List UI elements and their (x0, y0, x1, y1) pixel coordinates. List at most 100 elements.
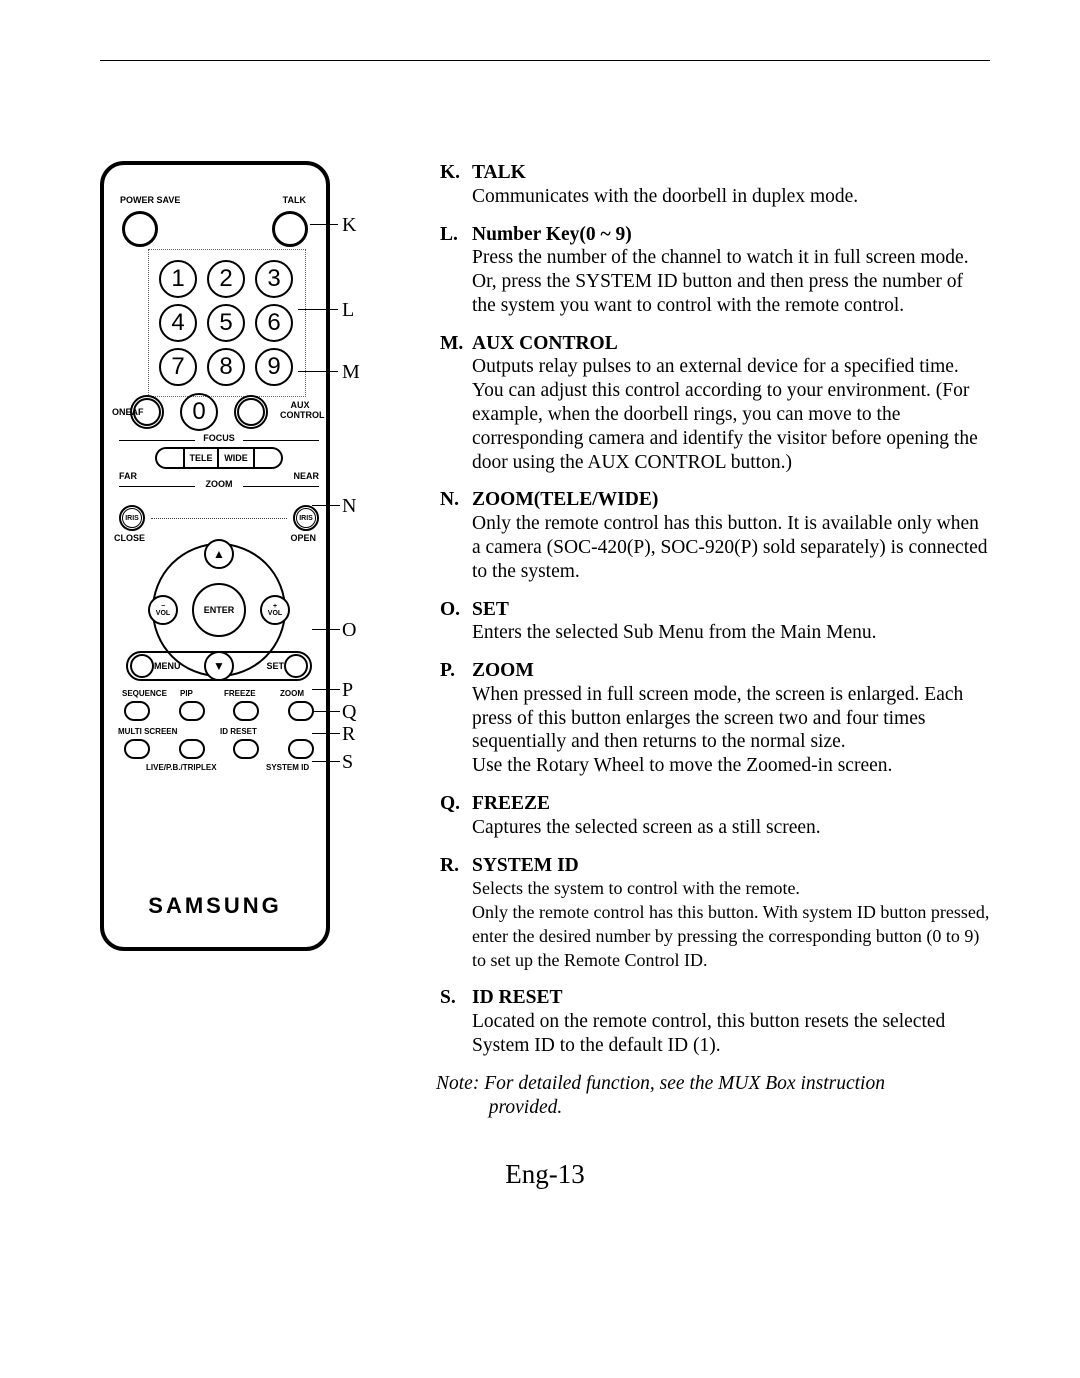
item-title: AUX CONTROL (472, 333, 618, 354)
key-9[interactable]: 9 (255, 348, 293, 386)
id-reset-button[interactable] (233, 739, 259, 759)
item-body: SETEnters the selected Sub Menu from the… (472, 598, 990, 646)
key-1[interactable]: 1 (159, 260, 197, 298)
pip-button[interactable] (179, 701, 205, 721)
dpad-left[interactable]: −VOL (148, 595, 178, 625)
power-save-label: POWER SAVE (120, 195, 180, 205)
iris-close-button[interactable] (119, 505, 145, 531)
wide-button[interactable]: WIDE (219, 449, 253, 467)
talk-label: TALK (283, 195, 306, 205)
item-text: Only the remote control has this button.… (472, 513, 988, 582)
multi-screen-button-2[interactable] (179, 739, 205, 759)
id-reset-label: ID RESET (220, 727, 257, 736)
footnote-text: Note: For detailed function, see the MUX… (436, 1073, 885, 1118)
lead-l (298, 309, 338, 310)
item-text: Enters the selected Sub Menu from the Ma… (472, 622, 877, 643)
pip-label: PIP (180, 689, 193, 698)
item-body: FREEZECaptures the selected screen as a … (472, 792, 990, 840)
item-title: SYSTEM ID (472, 855, 579, 876)
lead-m (298, 371, 338, 372)
talk-button[interactable] (272, 211, 308, 247)
zoom-section-label: ZOOM (119, 479, 319, 489)
item-title: ZOOM(TELE/WIDE) (472, 489, 658, 510)
callout-q: Q (342, 701, 356, 724)
lead-q (312, 711, 340, 712)
iris-open-button[interactable] (293, 505, 319, 531)
item-text: When pressed in full screen mode, the sc… (472, 684, 963, 776)
item-text: Outputs relay pulses to an external devi… (472, 356, 978, 472)
key-6[interactable]: 6 (255, 304, 293, 342)
enter-button[interactable]: ENTER (192, 583, 246, 637)
descriptions: K.TALK Communicates with the doorbell in … (440, 161, 990, 1119)
item-text: Communicates with the doorbell in duplex… (472, 186, 858, 207)
desc-item: R.SYSTEM IDSelects the system to control… (440, 854, 990, 973)
callout-l: L (342, 299, 354, 322)
focus-section: FOCUS TELE WIDE FAR NEAR (119, 435, 319, 491)
item-letter: K. (440, 161, 472, 209)
item-letter: P. (440, 659, 472, 778)
callout-p: P (342, 679, 353, 702)
item-body: TALK Communicates with the doorbell in du… (472, 161, 990, 209)
key-7[interactable]: 7 (159, 348, 197, 386)
key-0[interactable]: 0 (180, 393, 218, 431)
item-title: ID RESET (472, 987, 563, 1008)
desc-item: N.ZOOM(TELE/WIDE) Only the remote control… (440, 488, 990, 583)
lead-s (312, 761, 340, 762)
item-text: Located on the remote control, this butt… (472, 1011, 945, 1056)
desc-item: S.ID RESET Located on the remote control,… (440, 986, 990, 1057)
item-letter: N. (440, 488, 472, 583)
small-row-2 (124, 739, 314, 759)
lead-k (310, 224, 338, 225)
desc-item: L.Number Key(0 ~ 9)Press the number of t… (440, 223, 990, 318)
sequence-label: SEQUENCE (122, 689, 167, 698)
multi-label: MULTI SCREEN (118, 727, 177, 736)
item-letter: L. (440, 223, 472, 318)
item-body: AUX CONTROLOutputs relay pulses to an ex… (472, 332, 990, 475)
power-save-button[interactable] (122, 211, 158, 247)
jog-far[interactable] (155, 447, 183, 469)
item-body: ZOOMWhen pressed in full screen mode, th… (472, 659, 990, 778)
oneaf-label: ONEAF (112, 407, 144, 417)
item-text: Press the number of the channel to watch… (472, 247, 969, 316)
set-button[interactable] (284, 654, 308, 678)
dpad-right[interactable]: +VOL (260, 595, 290, 625)
key-4[interactable]: 4 (159, 304, 197, 342)
key-2[interactable]: 2 (207, 260, 245, 298)
item-title: TALK (472, 162, 526, 183)
jog-near[interactable] (255, 447, 283, 469)
page-number: Eng-13 (100, 1159, 990, 1190)
callout-s: S (342, 751, 353, 774)
sequence-button[interactable] (124, 701, 150, 721)
aux-label: AUXCONTROL (280, 400, 320, 420)
freeze-button[interactable] (233, 701, 259, 721)
remote-column: POWER SAVE TALK 1 2 3 4 5 6 7 8 9 (100, 161, 390, 1119)
tele-button[interactable]: TELE (185, 449, 219, 467)
key-8[interactable]: 8 (207, 348, 245, 386)
item-letter: S. (440, 986, 472, 1057)
desc-item: O.SETEnters the selected Sub Menu from t… (440, 598, 990, 646)
item-body: SYSTEM IDSelects the system to control w… (472, 854, 990, 973)
callout-n: N (342, 495, 356, 518)
open-label: OPEN (290, 533, 316, 543)
system-id-button[interactable] (288, 739, 314, 759)
small-row-1 (124, 701, 314, 721)
key-3[interactable]: 3 (255, 260, 293, 298)
desc-item: K.TALK Communicates with the doorbell in … (440, 161, 990, 209)
set-label: SET (266, 661, 284, 671)
key-5[interactable]: 5 (207, 304, 245, 342)
menu-button[interactable] (130, 654, 154, 678)
brand: SAMSUNG (104, 893, 326, 919)
number-keypad: 1 2 3 4 5 6 7 8 9 (148, 249, 306, 397)
item-body: ID RESET Located on the remote control, t… (472, 986, 990, 1057)
freeze-label: FREEZE (224, 689, 256, 698)
tele-wide-control: TELE WIDE (119, 447, 319, 469)
zoom-button[interactable] (288, 701, 314, 721)
remote-outline: POWER SAVE TALK 1 2 3 4 5 6 7 8 9 (100, 161, 330, 951)
multi-screen-button[interactable] (124, 739, 150, 759)
item-letter: O. (440, 598, 472, 646)
dpad-up[interactable]: ▲ (204, 539, 234, 569)
zoom-label: ZOOM (280, 689, 304, 698)
aux-control-button[interactable] (234, 395, 268, 429)
item-title: SET (472, 599, 509, 620)
menu-label: MENU (154, 661, 181, 671)
